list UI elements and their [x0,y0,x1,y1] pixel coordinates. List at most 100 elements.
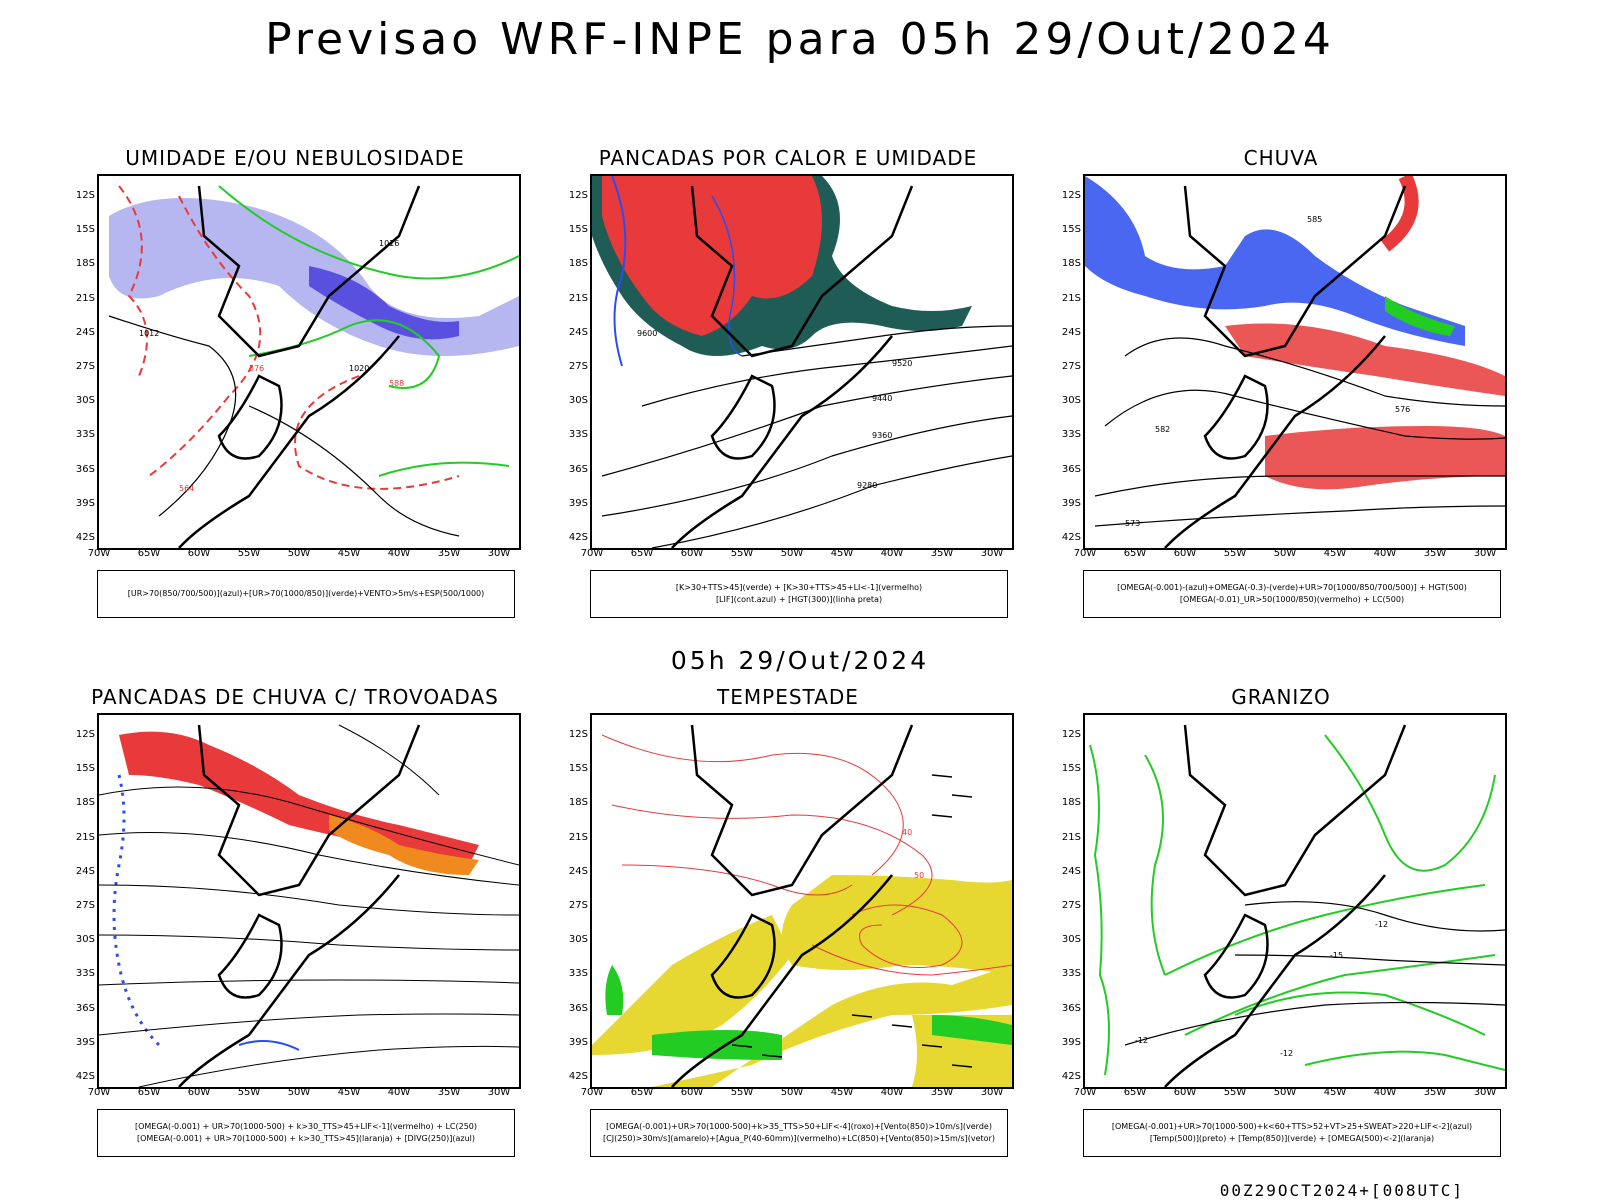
temp850-contour [1304,1050,1505,1071]
contour-label: 1016 [379,239,399,248]
contour-label: 9520 [892,359,912,368]
latitude-label: 27S [75,361,95,372]
latitude-label: 42S [75,532,95,543]
latitude-label: 24S [75,326,95,338]
longitude-label: 35W [437,1087,461,1098]
contour-label: 9440 [872,394,892,403]
lif-contour [611,176,627,367]
latitude-label: 18S [75,797,95,809]
longitude-label: 30W [980,1087,1004,1098]
latitude-label: 12S [75,729,95,740]
humidity-core-area [309,266,459,340]
longitude-label: 50W [1273,548,1297,559]
latitude-label: 15S [568,224,588,236]
longitude-label: 35W [1423,548,1447,559]
country-border [217,374,283,460]
longitude-label: 30W [1473,1087,1497,1098]
country-border [690,724,914,897]
latitude-label: 12S [1061,729,1081,740]
thickness-contour [118,185,148,377]
longitude-label: 70W [1073,1087,1097,1098]
longitude-label: 60W [1173,548,1197,559]
map-frame: 9600 9520 9440 9360 9280 [590,174,1014,550]
wind-vector [731,774,973,1068]
latitude-label: 18S [568,797,588,809]
latitude-label: 15S [1061,763,1081,775]
latitude-label: 15S [1061,224,1081,236]
longitude-label: 45W [830,1087,854,1098]
longitude-label: 45W [1323,1087,1347,1098]
contour-label: 576 [249,364,264,373]
legend-line: [OMEGA(-0.001)-(azul)+OMEGA(-0.3)-(verde… [1117,583,1467,592]
latitude-label: 39S [1061,497,1081,509]
latitude-label: 18S [1061,797,1081,809]
panel-legend: [K>30+TTS>45](verde) + [K>30+TTS>45+LI<-… [590,570,1008,618]
legend-line: [UR>70(850/700/500)](azul)+[UR>70(1000/8… [127,589,485,598]
latitude-label: 39S [75,1036,95,1048]
humidity-low-contour [378,461,510,477]
divergence-blue [112,774,161,1047]
latitude-label: 18S [75,258,95,270]
longitude-label: 45W [1323,548,1347,559]
main-title: Previsao WRF-INPE para 05h 29/Out/2024 [265,14,1335,65]
latitude-label: 27S [1061,361,1081,372]
latitude-label: 30S [1061,934,1081,946]
panel-legend: [OMEGA(-0.001) + UR>70(1000-500) + k>30_… [97,1109,515,1157]
panel-title: GRANIZO [1231,685,1331,709]
streamline [99,786,519,866]
longitude-label: 55W [730,1087,754,1098]
streamline [99,832,519,886]
legend-line: [OMEGA(-0.001) + UR>70(1000-500) + k>30_… [134,1122,478,1131]
streamline [99,1013,519,1036]
latitude-label: 27S [75,900,95,911]
longitude-label: 50W [780,1087,804,1098]
panel-legend: [UR>70(850/700/500)](azul)+[UR>70(1000/8… [97,570,515,618]
longitude-label: 45W [337,548,361,559]
legend-line: [OMEGA(-0.001)+UR>70(1000-500)+k>35_TTS>… [606,1122,992,1131]
hgt500-contour [1124,337,1505,407]
latitude-label: 33S [75,429,95,441]
wind850-green-area [652,1030,782,1060]
longitude-label: 50W [287,548,311,559]
panel-granizo: GRANIZO -12 -15 -12 -12 [OMEGA(-0.001)+U… [1041,685,1521,1165]
contour-label: 582 [1155,425,1170,434]
lc850-contour [811,944,1012,976]
country-border [710,374,776,460]
hgt500-contour [1094,505,1505,527]
latitude-label: 24S [568,865,588,877]
legend-line: [OMEGA(-0.01)_UR>50(1000/850)(vermelho) … [1179,595,1405,604]
temp500-contour [1124,1001,1505,1046]
latitude-label: 18S [568,258,588,270]
country-border [217,913,283,999]
longitude-label: 35W [930,1087,954,1098]
hgt300-contour [601,415,1012,517]
streamline [338,724,440,796]
latitude-label: 30S [75,395,95,407]
temp850-contour [1184,954,1496,1036]
longitude-label: 60W [187,1087,211,1098]
longitude-label: 65W [1123,1087,1147,1098]
latitude-label: 12S [75,190,95,201]
weather-map [99,724,519,1087]
latitude-label: 30S [1061,395,1081,407]
contour-label: 50 [914,871,924,880]
map-frame [97,713,521,1089]
latitude-label: 33S [1061,968,1081,980]
latitude-label: 30S [568,934,588,946]
contour-label: 9600 [637,329,657,338]
longitude-label: 50W [1273,1087,1297,1098]
longitude-label: 65W [137,1087,161,1098]
longitude-label: 45W [830,548,854,559]
panel-title: UMIDADE E/OU NEBULOSIDADE [125,146,465,170]
latitude-label: 39S [568,1036,588,1048]
map-frame: 1012 1016 1020 576 564 588 [97,174,521,550]
longitude-label: 70W [87,1087,111,1098]
longitude-label: 40W [387,1087,411,1098]
coastline [1164,874,1386,1087]
longitude-label: 40W [880,548,904,559]
longitude-label: 40W [1373,1087,1397,1098]
latitude-label: 36S [568,463,588,475]
map-frame: 585 576 573 582 [1083,174,1507,550]
latitude-label: 33S [75,968,95,980]
longitude-label: 45W [337,1087,361,1098]
